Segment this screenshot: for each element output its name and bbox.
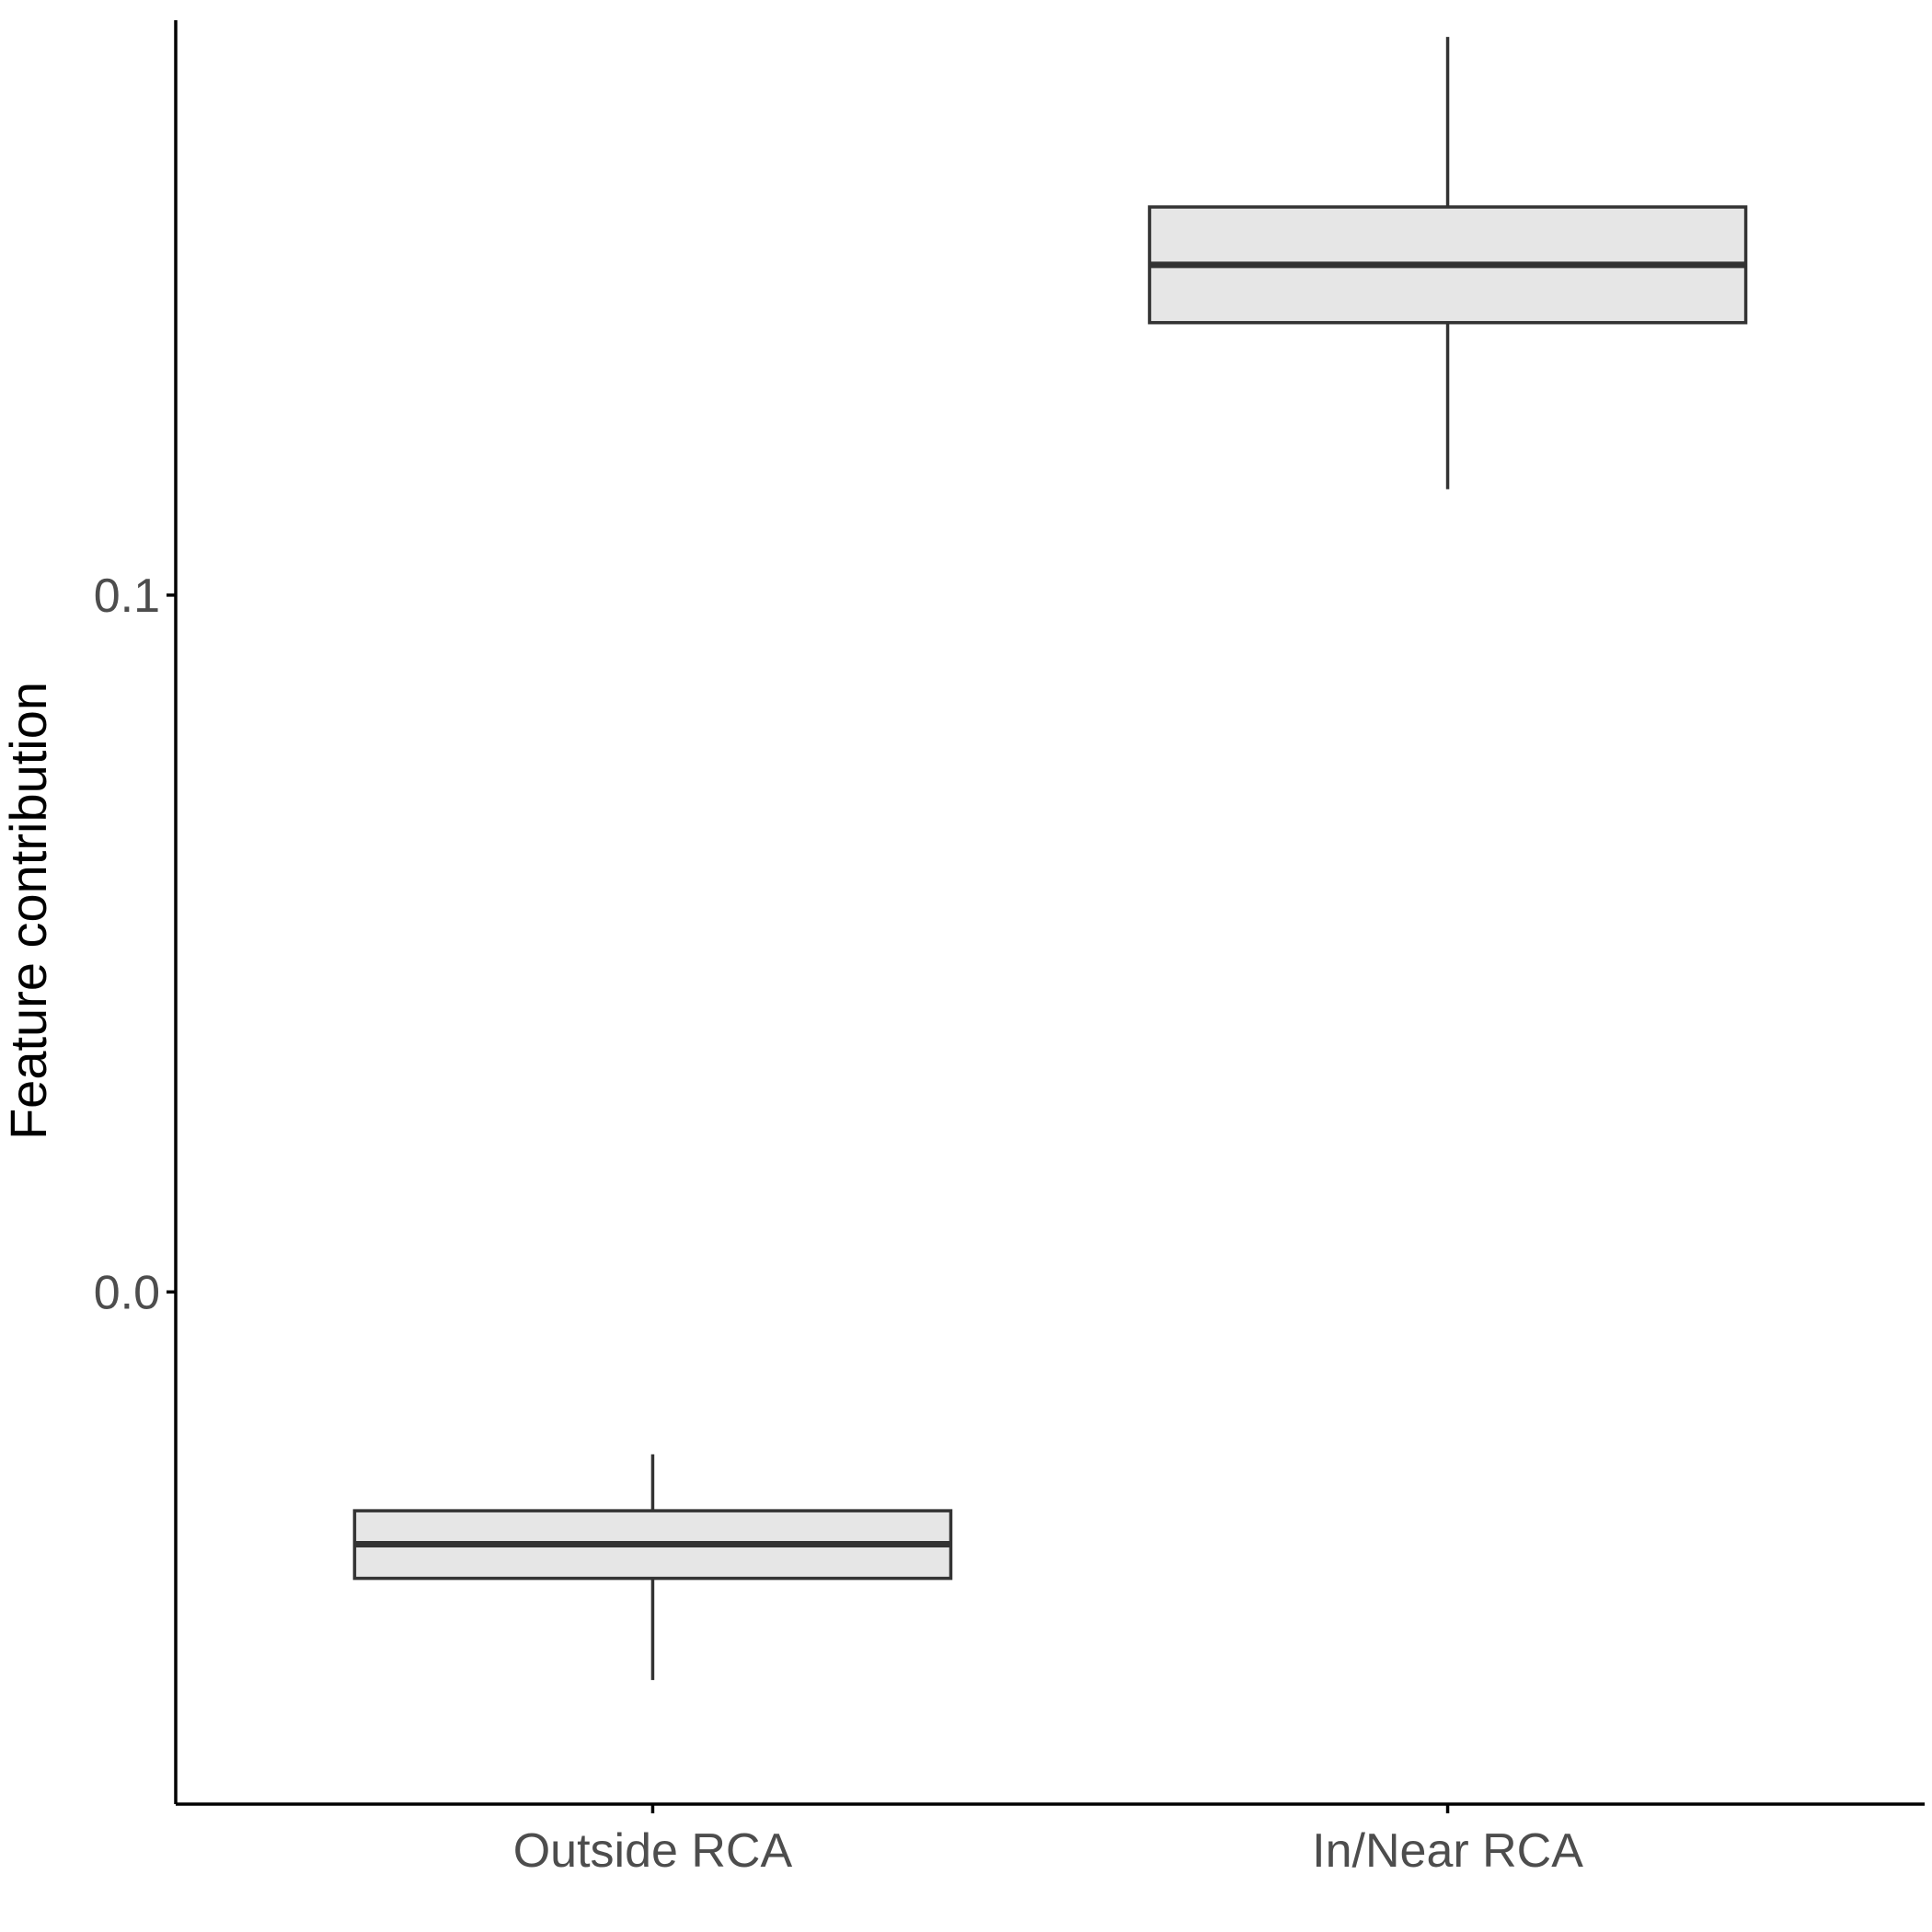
y-axis-title: Feature contribution — [0, 682, 57, 1140]
y-axis-ticks: 0.0 0.1 — [94, 569, 176, 1319]
plot-marks — [352, 37, 1748, 1681]
x-axis-ticks: Outside RCA In/Near RCA — [513, 1804, 1583, 1878]
box-group-outside-rca — [352, 1454, 953, 1681]
x-tick-label: Outside RCA — [513, 1824, 793, 1878]
y-tick-label: 0.0 — [94, 1266, 160, 1319]
x-tick-label: In/Near RCA — [1312, 1824, 1583, 1878]
y-tick-label: 0.1 — [94, 569, 160, 623]
box-group-in-near-rca — [1147, 37, 1748, 489]
